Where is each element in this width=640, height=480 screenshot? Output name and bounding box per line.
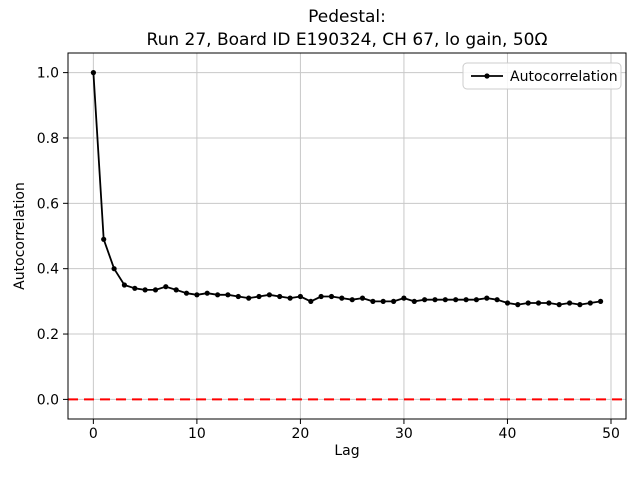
y-tick-label: 0.8 (37, 131, 59, 147)
x-tick-label: 40 (499, 426, 517, 442)
x-tick-label: 20 (291, 426, 309, 442)
plot-border (67, 52, 627, 420)
data-point-marker (173, 287, 179, 293)
y-tick-label: 0.0 (37, 392, 59, 408)
data-point-marker (339, 295, 345, 301)
y-tick-label: 0.6 (37, 196, 59, 212)
data-point-marker (567, 300, 573, 306)
y-tick-label: 0.2 (37, 327, 59, 343)
data-point-marker (204, 290, 210, 296)
data-point-marker (215, 292, 221, 298)
data-point-marker (152, 287, 159, 293)
autocorrelation-series-line (92, 72, 601, 306)
data-point-marker (266, 292, 272, 298)
x-tick-label: 50 (602, 426, 620, 442)
chart-title-line2: Run 27, Board ID E190324, CH 67, lo gain… (146, 30, 548, 50)
data-point-marker (453, 297, 459, 303)
data-point-marker (111, 266, 117, 272)
data-point-marker (121, 282, 127, 288)
data-point-marker (287, 295, 293, 301)
y-tick-label: 1.0 (37, 66, 59, 82)
data-point-marker (183, 290, 190, 296)
y-tick-label: 0.4 (37, 262, 59, 278)
data-point-marker (225, 292, 231, 298)
data-point-marker (277, 293, 283, 300)
legend-marker-icon (484, 73, 490, 79)
data-point-marker (370, 298, 376, 304)
chart-title-line1: Pedestal: (308, 7, 386, 27)
x-tick-label: 0 (89, 426, 98, 442)
x-tick-label: 30 (395, 426, 413, 442)
data-point-marker (256, 293, 262, 300)
data-point-marker (391, 298, 397, 304)
data-point-marker (587, 300, 593, 306)
legend-label: Autocorrelation (510, 69, 618, 85)
data-point-marker (308, 298, 314, 304)
data-point-marker (90, 70, 96, 76)
data-point-marker (401, 295, 407, 301)
data-point-marker (163, 284, 169, 290)
data-point-marker (432, 297, 438, 303)
data-point-marker (535, 300, 542, 306)
data-point-marker (494, 297, 500, 303)
data-point-marker (411, 298, 417, 304)
data-point-marker (328, 293, 335, 300)
data-point-marker (142, 287, 148, 293)
data-point-marker (380, 298, 386, 304)
data-point-marker (515, 302, 521, 308)
data-point-marker (473, 297, 479, 303)
data-point-marker (297, 293, 303, 300)
data-point-marker (318, 293, 324, 300)
data-point-marker (132, 285, 138, 291)
data-point-marker (598, 298, 604, 304)
data-point-marker (546, 300, 552, 306)
data-point-marker (504, 300, 511, 306)
legend-box (462, 62, 622, 90)
data-point-marker (359, 295, 366, 301)
data-point-marker (484, 295, 490, 301)
data-point-marker (525, 300, 531, 306)
data-point-marker (556, 302, 562, 308)
x-tick-label: 10 (188, 426, 206, 442)
data-point-marker (442, 297, 448, 303)
data-point-marker (101, 236, 107, 242)
data-point-marker (422, 297, 428, 303)
data-point-marker (349, 297, 355, 303)
y-axis-label: Autocorrelation (12, 182, 28, 290)
data-point-marker (194, 292, 200, 298)
data-point-marker (577, 302, 583, 308)
data-point-marker (246, 295, 252, 301)
data-point-marker (463, 297, 469, 303)
data-point-marker (235, 293, 241, 300)
chart-title: Pedestal: Run 27, Board ID E190324, CH 67… (68, 6, 626, 52)
x-axis-label: Lag (334, 443, 359, 459)
